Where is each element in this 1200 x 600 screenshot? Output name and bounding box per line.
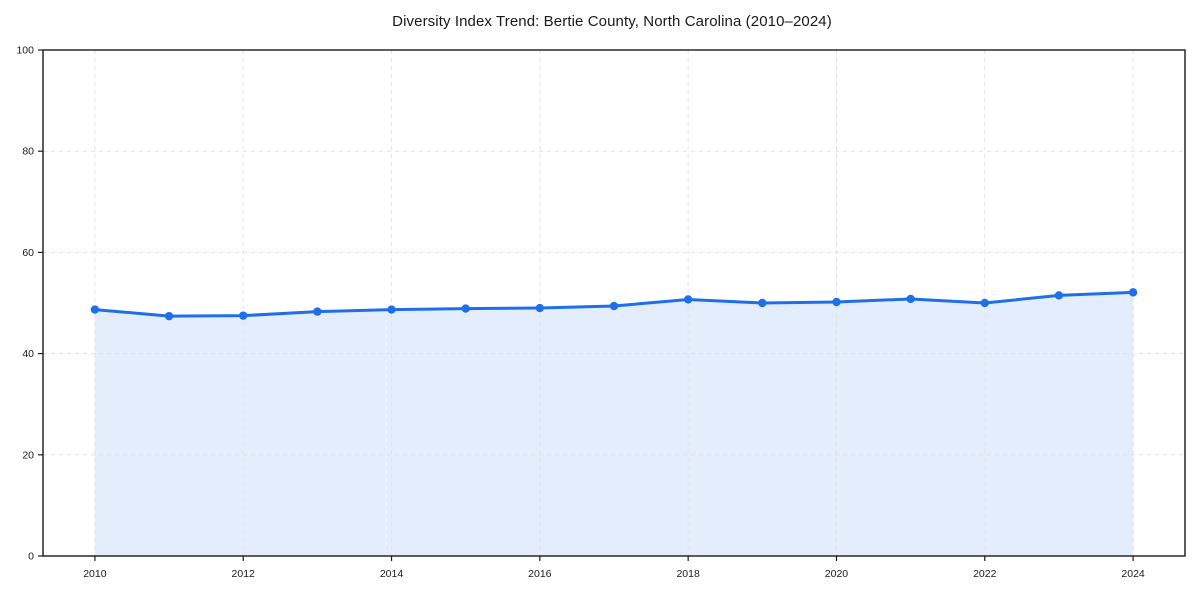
data-point-2011	[164, 311, 174, 321]
x-tick-label: 2014	[380, 568, 404, 580]
x-tick-label: 2018	[676, 568, 700, 580]
data-point-2024	[1128, 288, 1138, 297]
data-point-2018	[683, 295, 693, 304]
data-point-2015	[461, 304, 470, 313]
x-tick-label: 2010	[83, 568, 107, 580]
data-point-2016	[535, 303, 545, 313]
y-tick-label: 40	[22, 348, 34, 360]
data-point-2023	[1054, 291, 1064, 300]
x-tick-label: 2022	[973, 568, 997, 580]
x-tick-label: 2016	[528, 568, 552, 580]
x-tick-label: 2020	[825, 568, 849, 580]
chart-title: Diversity Index Trend: Bertie County, No…	[392, 13, 832, 30]
data-point-2017	[609, 301, 619, 311]
data-point-2014	[387, 305, 396, 314]
plot-border	[42, 49, 1186, 557]
data-point-2021	[906, 294, 915, 304]
data-point-2013	[313, 307, 322, 316]
data-point-2010	[90, 305, 100, 314]
data-point-2012	[239, 311, 248, 320]
y-tick-label: 20	[22, 449, 34, 461]
y-tick-label: 100	[16, 45, 34, 57]
y-tick-label: 0	[28, 551, 34, 563]
x-tick-label: 2024	[1121, 568, 1145, 580]
area-fill	[94, 292, 1134, 556]
data-point-2022	[980, 298, 989, 308]
y-tick-label: 80	[22, 146, 34, 158]
data-point-2020	[832, 297, 841, 307]
data-point-2019	[758, 298, 767, 308]
x-tick-label: 2012	[232, 568, 256, 580]
y-tick-label: 60	[22, 247, 34, 259]
